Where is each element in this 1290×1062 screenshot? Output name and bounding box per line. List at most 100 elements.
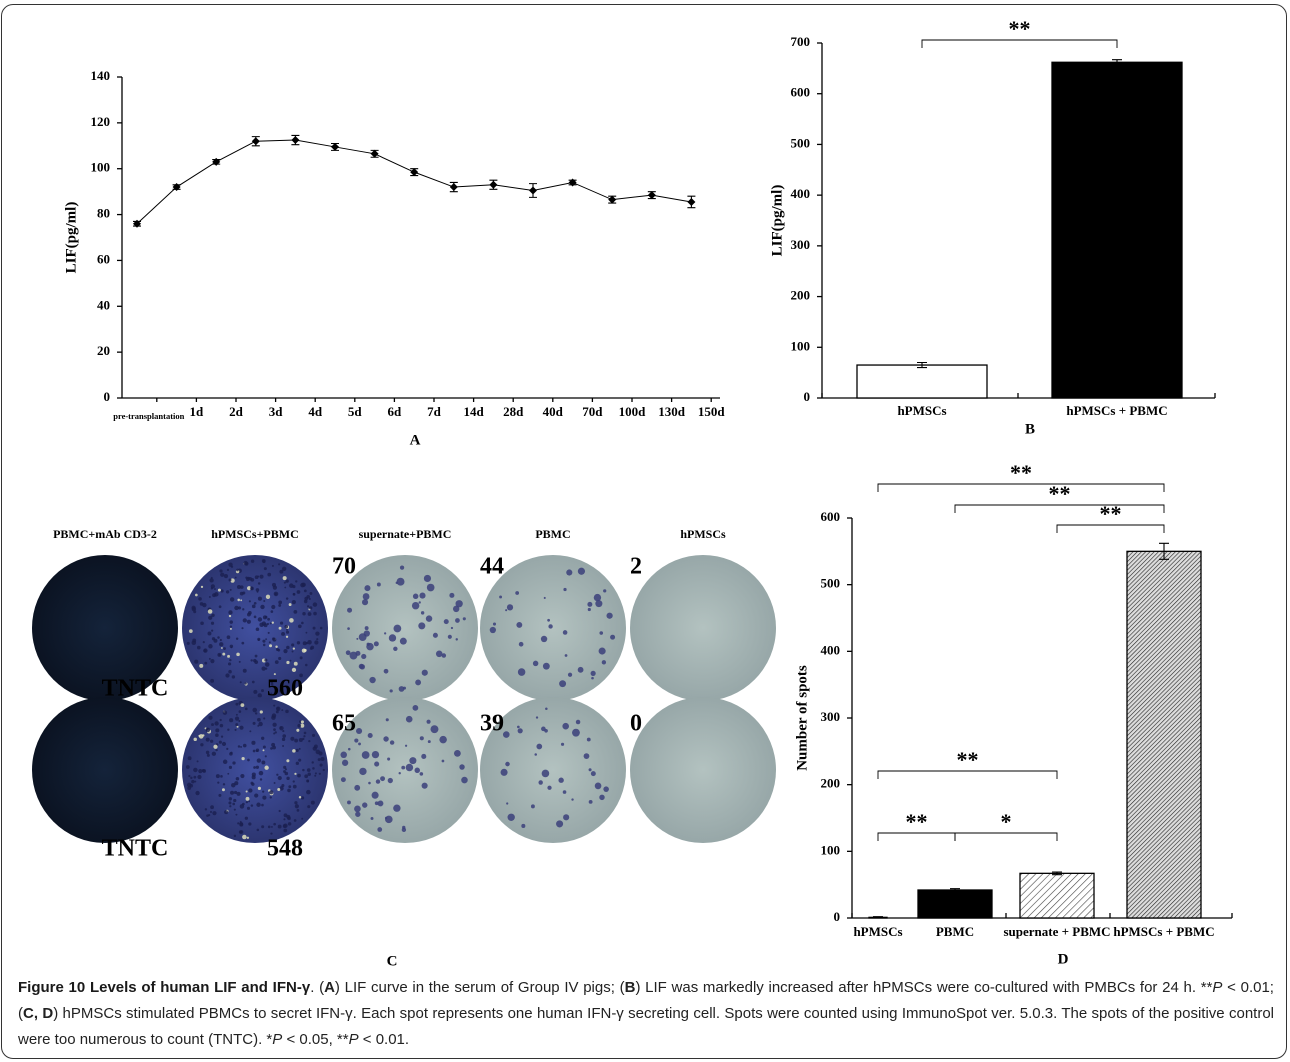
speckle [220,573,224,577]
speckle [314,640,318,644]
spot [507,604,513,610]
spot [400,566,404,570]
speckle [238,745,240,747]
y-tick-label: 600 [791,85,811,100]
spot [588,608,591,611]
y-tick-label: 140 [91,68,111,83]
spot [377,583,381,587]
speckle [271,826,273,828]
speckle [218,589,221,592]
speckle [240,804,245,809]
speckle [213,745,217,749]
spot [562,723,569,730]
speckle [206,814,209,817]
spot [544,597,546,599]
speckle [195,791,199,795]
spot [533,661,538,666]
speckle [301,818,303,820]
spot [427,584,435,592]
spot [587,738,591,742]
bar [1020,873,1094,918]
x-tick-label: pre-transplantation [113,411,184,421]
speckle [286,661,289,664]
speckle [261,761,265,765]
speckle [205,808,207,810]
x-tick-label: 70d [582,404,603,419]
speckle [307,605,309,607]
speckle [312,767,315,770]
speckle [286,597,288,599]
significance-label: * [1001,809,1012,834]
x-tick-label: PBMC [936,924,974,939]
speckle [187,786,191,790]
speckle [267,573,271,577]
speckle [251,804,253,806]
speckle [281,709,283,711]
speckle [208,644,212,648]
spot [519,642,524,647]
x-tick-label: 4d [308,404,323,419]
speckle [214,721,218,725]
data-point [331,143,339,151]
speckle [223,783,225,785]
speckle [194,781,196,783]
speckle [265,755,267,757]
speckle [229,615,231,617]
speckle [299,738,303,742]
spot [456,638,458,640]
spot [406,716,413,723]
caption-text: < 0.01. [359,1031,409,1048]
spot [436,651,443,658]
speckle [247,837,249,839]
spot [563,814,569,820]
y-axis-label: LIF(pg/ml) [769,185,785,257]
speckle [263,749,265,751]
speckle [208,609,213,614]
speckle [278,776,282,780]
speckle [297,724,301,728]
speckle [270,622,272,624]
speckle [283,829,287,833]
speckle [239,823,243,827]
speckle [207,631,211,635]
spot [499,596,502,599]
spot [547,619,550,622]
column-label: supernate+PBMC [359,527,452,541]
speckle [286,631,289,634]
spot [380,776,385,781]
spot [517,726,520,729]
panel-label: C [387,953,398,969]
x-tick-label: 130d [658,404,686,419]
speckle [289,583,294,588]
spot [413,705,419,711]
speckle [246,790,248,792]
speckle [284,625,288,629]
speckle [193,768,197,772]
speckle [310,647,313,650]
speckle [265,616,268,619]
spot [521,824,525,828]
y-tick-label: 20 [97,343,110,358]
spot [375,801,379,805]
speckle [262,796,266,800]
caption-text: P [1212,979,1222,996]
speckle [235,577,237,579]
x-tick-label: 150d [698,404,726,419]
spot [606,613,612,619]
speckle [210,811,212,813]
speckle [311,801,315,805]
speckle [223,647,226,650]
speckle [275,660,279,664]
speckle [252,773,256,777]
x-tick-label: 100d [619,404,647,419]
speckle [249,600,251,602]
y-axis-label: LIF(pg/ml) [63,202,79,274]
speckle [257,575,259,577]
speckle [277,649,280,652]
well [630,697,776,843]
speckle [210,740,213,743]
speckle [286,759,289,762]
speckle [261,667,265,671]
speckle [230,791,234,795]
speckle [239,661,241,663]
